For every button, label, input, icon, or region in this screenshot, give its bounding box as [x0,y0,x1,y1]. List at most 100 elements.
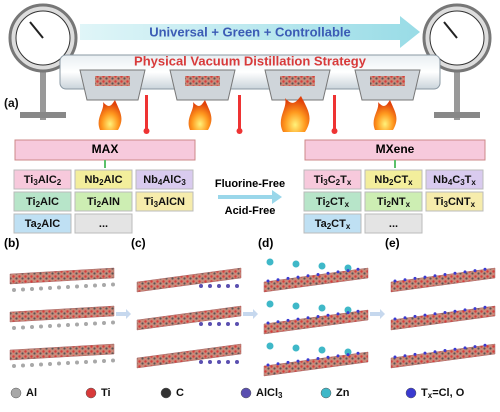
atom [93,321,97,326]
legend-marker [85,387,97,399]
atom [463,270,467,274]
atom [266,279,270,283]
atom [316,273,320,276]
atom [403,278,407,282]
atom [296,359,300,363]
formula-part: Ti [314,174,324,186]
layer [390,343,496,369]
atom [326,271,330,275]
formula-part: AlC [41,218,60,230]
formula-part: Ti [434,196,444,208]
atom [199,284,203,288]
atom [102,321,106,325]
layer [136,343,242,369]
formula-part: 3 [33,178,38,187]
layer [136,267,242,293]
atom [75,284,79,289]
legend-marker [10,387,22,399]
atom [48,324,52,328]
formula-cell [74,213,133,234]
atom [276,362,280,366]
formula-part: 3 [154,200,159,209]
formula: Ti2NTx [377,196,411,209]
atom [296,317,300,321]
gauge-right [422,3,492,120]
formula-part: 2 [99,178,104,187]
formula-part: x [345,200,350,209]
banner-top: Universal + Green + Controllable [149,24,351,39]
formula-part: 2 [336,178,341,187]
atom [286,318,290,322]
formula-part: 3 [323,178,328,187]
formula-part: Ti [87,196,97,208]
layer [390,305,496,331]
atom [443,311,447,314]
formula-part: Zn [336,387,350,399]
atom [483,305,487,309]
atom [453,309,457,313]
layer [9,267,115,285]
formula-cell [303,191,362,212]
formula: Ti [101,387,111,399]
formula-part: 2 [387,200,392,209]
atom [286,360,290,364]
formula-part: x [428,391,433,400]
formula: Al [26,387,37,399]
formula: Ti3AlCN [144,196,185,209]
atom [393,355,397,359]
legend-marker [240,387,252,399]
atom [344,264,352,272]
atom [286,276,290,280]
formula-cell [303,213,362,234]
atom [266,258,274,266]
layer [390,267,496,293]
gauge-left [8,3,78,120]
formula-part: x [346,222,351,231]
formula-cell [13,191,72,212]
atom [316,357,320,360]
atom [208,360,212,364]
formula-part: x [406,200,411,209]
atom [443,273,447,276]
formula: Nb4C3Tx [433,174,476,187]
formula-part: Ti [144,196,154,208]
atom [346,269,350,273]
formula: Ti3AlC2 [24,174,62,187]
tube [59,54,441,90]
atom [393,279,397,283]
formula-part: ... [99,218,108,230]
atom [102,359,106,363]
formula-cell [425,169,484,190]
formula: Ti2AlC [26,196,59,209]
atom [57,361,61,366]
atom [473,345,477,349]
atom [75,322,79,327]
formula-part: 4 [448,178,453,187]
atom [356,309,360,313]
atom [473,269,477,273]
atom [346,353,350,357]
atom [336,354,340,358]
formula-part: T [465,174,472,186]
formula-part: T [421,387,428,399]
legend-marker [320,387,332,399]
atom [296,275,300,279]
atom [84,360,88,364]
formula-part: 4 [158,178,163,187]
step-arrow [116,309,131,319]
atom [111,320,115,325]
atom [346,311,350,315]
atom [276,320,280,324]
atom [413,314,417,318]
formula-part: Ti [101,387,111,399]
formula-part: NT [391,196,406,208]
formula: Ti3C2Tx [314,174,352,187]
atom [57,323,61,328]
atom [316,315,320,318]
legend-marker [405,387,417,399]
atom [413,352,417,356]
atom [199,322,203,326]
atom [433,350,437,354]
atom [326,313,330,317]
